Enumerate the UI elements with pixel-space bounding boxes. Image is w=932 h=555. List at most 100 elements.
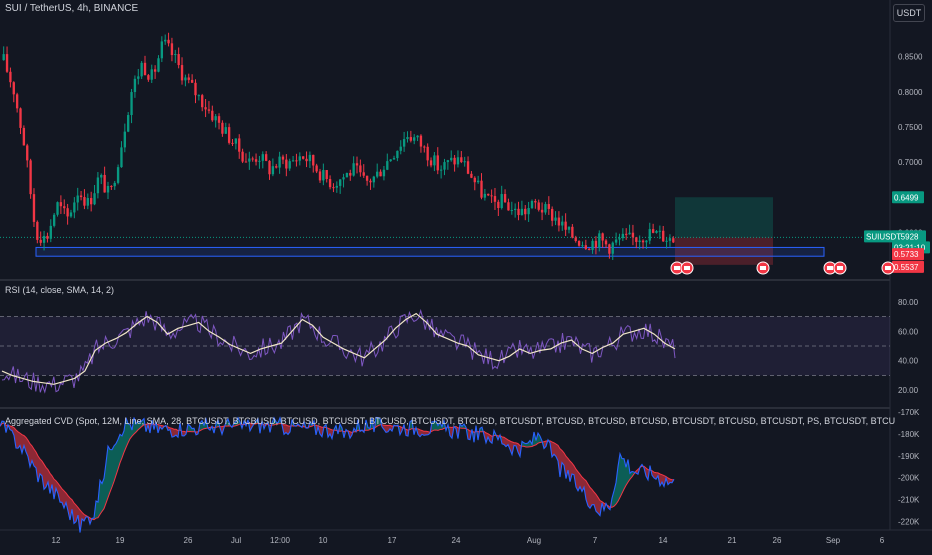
- candle-body: [423, 146, 426, 148]
- currency-button[interactable]: USDT: [893, 4, 925, 22]
- cvd-fill: [554, 442, 556, 457]
- candle-body: [648, 229, 651, 241]
- cvd-fill: [390, 425, 392, 432]
- candle-body: [197, 95, 201, 97]
- price-axis-tick: 0.8500: [898, 53, 923, 62]
- candle-body: [567, 226, 571, 230]
- cvd-fill: [128, 423, 130, 443]
- candle-body: [258, 160, 261, 162]
- candle-body: [264, 154, 268, 161]
- cvd-fill: [28, 440, 30, 467]
- cvd-fill: [284, 424, 286, 435]
- candle-body: [537, 202, 540, 210]
- cvd-fill: [74, 502, 76, 524]
- candle-body: [399, 146, 402, 151]
- candle-body: [396, 150, 399, 159]
- candle-body: [372, 176, 376, 183]
- candle-body: [490, 195, 493, 197]
- cvd-fill: [570, 461, 572, 482]
- cvd-fill: [576, 469, 578, 491]
- candle-body: [184, 77, 187, 81]
- candle-body: [460, 157, 463, 163]
- candle-body: [470, 173, 473, 178]
- candle-body: [436, 155, 439, 171]
- event-flag-glyph: [674, 266, 680, 270]
- candle-body: [352, 163, 355, 176]
- candle-body: [275, 166, 278, 168]
- cvd-axis-tick: -190K: [898, 452, 920, 461]
- event-flag-icon[interactable]: [680, 261, 694, 275]
- candle-body: [503, 194, 507, 203]
- candle-body: [19, 108, 22, 128]
- cvd-fill: [24, 435, 26, 452]
- cvd-axis-tick: -210K: [898, 496, 920, 505]
- candle-body: [547, 204, 550, 209]
- cvd-fill: [76, 505, 78, 522]
- candle-body: [140, 62, 143, 77]
- candle-body: [413, 137, 416, 141]
- event-flag-glyph: [827, 266, 833, 270]
- cvd-fill: [20, 433, 22, 454]
- cvd-fill: [174, 429, 176, 437]
- cvd-fill: [572, 463, 574, 475]
- cvd-fill: [420, 429, 422, 437]
- candle-body: [315, 165, 318, 172]
- event-flag-icon[interactable]: [833, 261, 847, 275]
- candle-body: [103, 174, 106, 193]
- candle-body: [530, 200, 534, 209]
- cvd-fill: [616, 466, 618, 505]
- candle-body: [581, 245, 584, 247]
- time-axis-tick: Jul: [231, 536, 241, 545]
- cvd-fill: [172, 428, 174, 438]
- candle-body: [301, 156, 305, 159]
- candle-body: [450, 157, 453, 161]
- candle-body: [601, 233, 604, 241]
- candle-body: [201, 95, 204, 108]
- candle-body: [453, 157, 456, 165]
- entry-price-tag: 0.5733: [894, 250, 919, 259]
- candle-body: [631, 232, 635, 238]
- candle-body: [655, 230, 658, 233]
- candle-body: [251, 158, 254, 160]
- candle-body: [153, 69, 157, 72]
- cvd-fill: [44, 464, 46, 490]
- candle-body: [130, 92, 133, 116]
- candle-body: [83, 197, 86, 206]
- candle-body: [248, 158, 251, 162]
- cvd-fill: [620, 453, 622, 498]
- rsi-ma-line: [1, 312, 676, 385]
- candle-body: [625, 233, 628, 235]
- candle-body: [221, 122, 224, 134]
- cvd-fill: [662, 474, 664, 487]
- rsi-axis-tick: 20.00: [898, 386, 919, 395]
- event-flag-icon[interactable]: [756, 261, 770, 275]
- candle-body: [238, 138, 241, 152]
- cvd-axis-tick: -220K: [898, 517, 920, 526]
- candle-body: [550, 208, 554, 221]
- candle-body: [433, 155, 436, 166]
- event-flag-icon[interactable]: [881, 261, 895, 275]
- candle-body: [544, 204, 547, 213]
- candle-body: [382, 169, 386, 177]
- cvd-fill: [622, 458, 624, 494]
- candle-body: [15, 94, 19, 109]
- candle-body: [143, 62, 147, 76]
- cvd-fill: [104, 462, 106, 509]
- candle-body: [100, 174, 103, 178]
- candle-body: [298, 156, 301, 161]
- candle-body: [120, 147, 123, 168]
- support-zone: [35, 246, 825, 257]
- candle-body: [429, 160, 433, 166]
- cvd-axis-tick: -200K: [898, 474, 920, 483]
- symbol-price-tag: SUIUSDT: [866, 232, 901, 241]
- candle-body: [46, 235, 49, 239]
- event-flag-glyph: [760, 266, 766, 270]
- cvd-fill: [182, 431, 184, 436]
- candle-body: [339, 179, 342, 186]
- cvd-fill: [34, 449, 36, 468]
- candle-body: [66, 208, 69, 217]
- candle-body: [594, 240, 598, 248]
- candle-body: [520, 208, 524, 216]
